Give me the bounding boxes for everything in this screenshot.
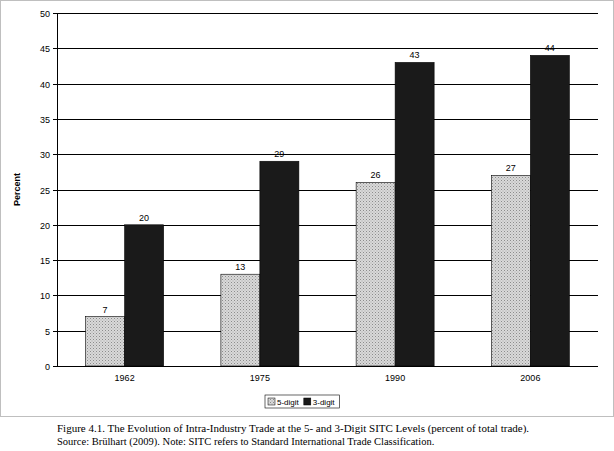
- data-label: 43: [410, 50, 420, 60]
- legend: 5-digit 3-digit: [265, 395, 340, 408]
- tick: [53, 13, 57, 14]
- bar: [395, 62, 434, 366]
- tick: [53, 119, 57, 120]
- subtitle: Source: Brülhart (2009). Note: SITC refe…: [57, 436, 434, 448]
- tick: [53, 366, 57, 367]
- data-label: 13: [235, 262, 245, 272]
- tick-label: 50: [40, 9, 50, 19]
- legend-box: [265, 395, 340, 408]
- grid-line: [57, 13, 598, 14]
- bar: [221, 274, 260, 366]
- legend-label: 5-digit: [277, 398, 300, 407]
- tick: [53, 48, 57, 49]
- y-axis: [57, 13, 58, 366]
- chart: 0 5 10 15 20 25 30 35 40 45 50 Percent 7 13 26 27 20 29 43…: [0, 0, 614, 451]
- tick: [53, 260, 57, 261]
- data-label: 20: [139, 213, 149, 223]
- data-label: 44: [545, 43, 555, 53]
- category-label: 2006: [520, 373, 540, 383]
- x-axis: [57, 366, 598, 367]
- tick: [53, 154, 57, 155]
- data-label: 7: [103, 305, 108, 315]
- tick: [53, 295, 57, 296]
- tick-label: 40: [40, 80, 50, 90]
- category-label: 1975: [250, 373, 270, 383]
- grid-line: [57, 119, 598, 120]
- tick-label: 35: [40, 115, 50, 125]
- tick: [53, 190, 57, 191]
- tick-label: 30: [40, 150, 50, 160]
- bars: [86, 55, 570, 366]
- y-label: Percent: [12, 173, 22, 206]
- bar: [491, 175, 530, 366]
- tick-label: 25: [40, 186, 50, 196]
- data-label: 29: [274, 149, 284, 159]
- grid-line: [57, 154, 598, 155]
- legend-swatch: [304, 398, 311, 405]
- tick-label: 0: [45, 362, 50, 372]
- grid-line: [57, 48, 598, 49]
- bar: [86, 317, 125, 366]
- tick-label: 15: [40, 256, 50, 266]
- data-label: 26: [371, 170, 381, 180]
- legend-label: 3-digit: [313, 398, 336, 407]
- grid-line: [57, 84, 598, 85]
- title: Figure 4.1. The Evolution of Intra-Indus…: [57, 422, 529, 435]
- tick-label: 20: [40, 221, 50, 231]
- category-label: 1990: [385, 373, 405, 383]
- tick: [53, 331, 57, 332]
- data-label: 27: [506, 163, 516, 173]
- chart-frame: [1, 1, 614, 417]
- tick-label: 10: [40, 291, 50, 301]
- tick: [53, 84, 57, 85]
- tick-label: 5: [45, 327, 50, 337]
- grid-line: [57, 366, 598, 367]
- legend-swatch: [268, 398, 275, 405]
- bar: [530, 55, 569, 366]
- bar: [260, 161, 299, 366]
- bar: [356, 182, 395, 366]
- tick-label: 45: [40, 44, 50, 54]
- bar: [125, 225, 164, 366]
- tick: [53, 225, 57, 226]
- category-label: 1962: [115, 373, 135, 383]
